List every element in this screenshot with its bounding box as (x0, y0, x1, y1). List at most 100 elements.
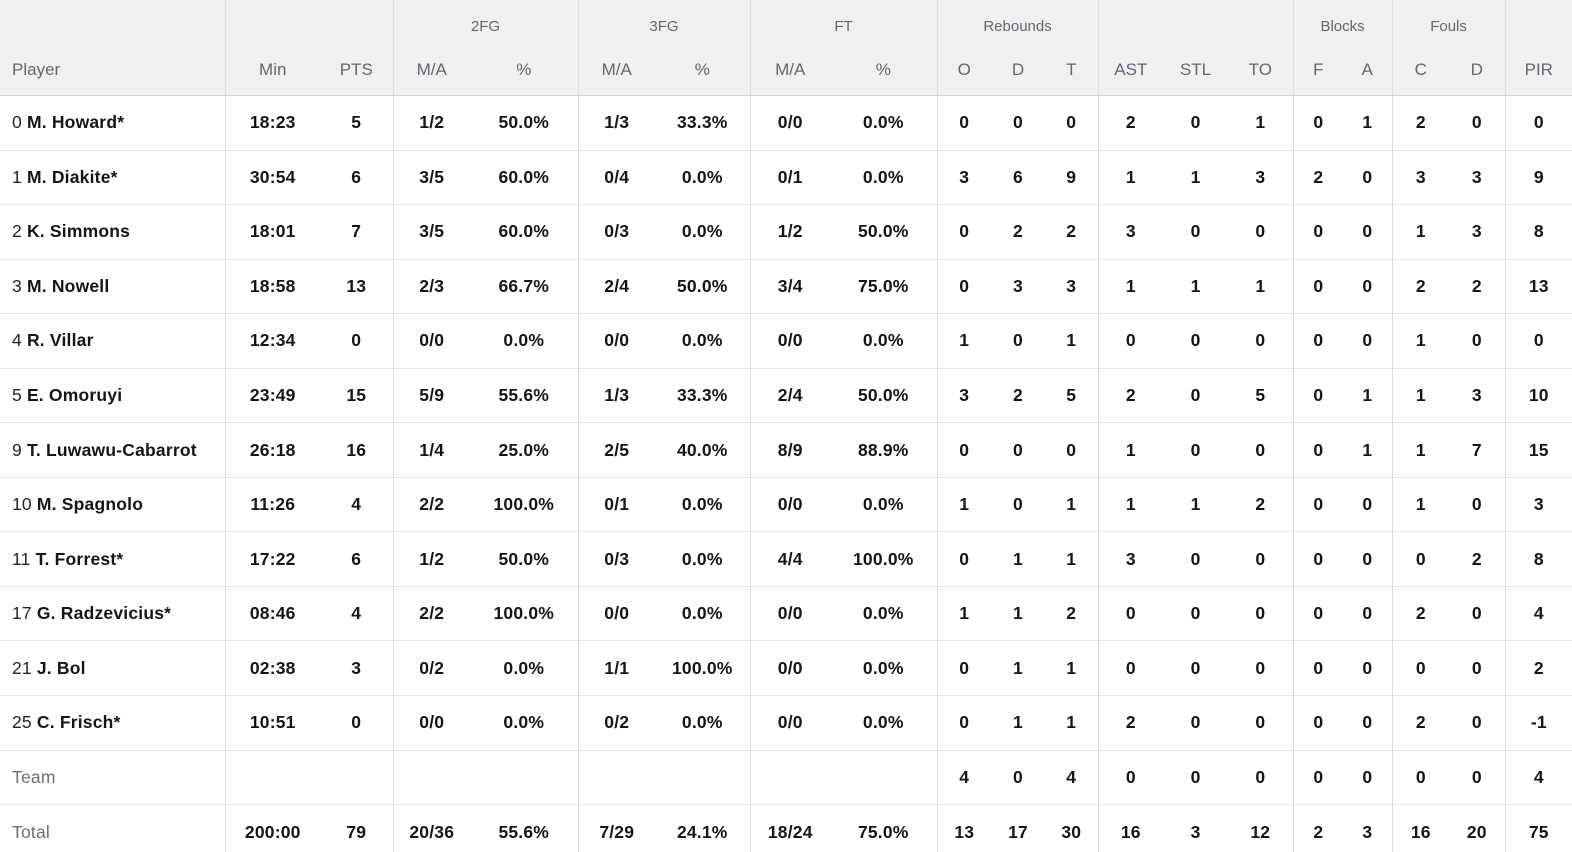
cell-blk-f: 0 (1292, 476, 1344, 532)
cell-foul-c: 2 (1391, 695, 1450, 751)
cell-2fg-pct: 60.0% (470, 149, 578, 205)
cell-foul-c: 3 (1391, 149, 1450, 205)
cell-blk-a: 0 (1343, 258, 1393, 314)
jersey-number: 0 (12, 112, 22, 133)
group-header-spacer (1097, 0, 1294, 44)
player-name: J. Bol (36, 657, 86, 678)
cell-reb-d: 0 (991, 422, 1046, 478)
cell-min: 18:23 (224, 95, 320, 151)
cell-blk-f: 0 (1292, 367, 1344, 423)
table-body: 0 M. Howard* 18:23 5 1/2 50.0% 1/3 33.3% 0/0 0.0%… (0, 95, 1572, 852)
cell-3fg-ma (577, 749, 655, 805)
cell-3fg-ma: 2/4 (577, 258, 655, 314)
cell-pts: 0 (320, 313, 393, 369)
cell-player: 25 C. Frisch* (0, 695, 225, 751)
summary-row-team: Team 4 0 4 0 0 0 0 0 0 0 4 (0, 749, 1572, 805)
col-header-reb-o: O (936, 44, 992, 96)
cell-reb-o: 1 (936, 585, 992, 641)
cell-pts: 13 (320, 258, 393, 314)
jersey-number: 4 (12, 330, 22, 351)
col-header-pir: PIR (1504, 44, 1572, 96)
cell-foul-d: 0 (1449, 476, 1506, 532)
cell-3fg-pct: 24.1% (655, 804, 750, 852)
cell-foul-d: 3 (1449, 149, 1506, 205)
cell-3fg-pct: 33.3% (655, 367, 750, 423)
summary-label: Team (12, 766, 56, 787)
cell-3fg-ma: 0/3 (577, 204, 655, 260)
cell-player: 2 K. Simmons (0, 204, 225, 260)
cell-min: 11:26 (224, 476, 320, 532)
group-header-blocks: Blocks (1292, 0, 1393, 44)
group-header-fouls: Fouls (1391, 0, 1506, 44)
cell-2fg-ma: 1/2 (392, 95, 470, 151)
cell-pts: 3 (320, 640, 393, 696)
cell-blk-a: 1 (1343, 95, 1393, 151)
table-row-player-2: 2 K. Simmons 18:01 7 3/5 60.0% 0/3 0.0% 1/2 50.0%… (0, 204, 1572, 260)
cell-reb-o: 0 (936, 640, 992, 696)
cell-reb-t: 1 (1045, 695, 1099, 751)
cell-stl: 0 (1163, 695, 1229, 751)
jersey-number: 21 (12, 657, 32, 678)
player-name: R. Villar (26, 330, 94, 351)
cell-blk-f: 0 (1292, 313, 1344, 369)
cell-blk-a: 0 (1343, 204, 1393, 260)
cell-pts: 79 (320, 804, 393, 852)
cell-reb-d: 0 (991, 95, 1046, 151)
cell-ft-pct: 0.0% (830, 95, 938, 151)
cell-ast: 1 (1097, 422, 1164, 478)
cell-foul-c: 0 (1391, 640, 1450, 696)
cell-to: 2 (1228, 476, 1294, 532)
cell-ft-pct (830, 749, 938, 805)
col-header-2fg-pct: % (470, 44, 578, 96)
cell-min: 26:18 (224, 422, 320, 478)
cell-min: 23:49 (224, 367, 320, 423)
cell-foul-c: 1 (1391, 422, 1450, 478)
cell-ft-ma (749, 749, 830, 805)
cell-ast: 1 (1097, 258, 1164, 314)
cell-ft-pct: 75.0% (830, 804, 938, 852)
cell-blk-a: 1 (1343, 422, 1393, 478)
cell-ft-pct: 75.0% (830, 258, 938, 314)
cell-2fg-pct: 0.0% (470, 313, 578, 369)
cell-reb-o: 4 (936, 749, 992, 805)
cell-foul-c: 2 (1391, 585, 1450, 641)
cell-to: 1 (1228, 258, 1294, 314)
cell-reb-t: 1 (1045, 531, 1099, 587)
cell-pir: 10 (1504, 367, 1572, 423)
cell-ast: 3 (1097, 204, 1164, 260)
cell-ft-ma: 0/0 (749, 640, 830, 696)
cell-foul-d: 0 (1449, 749, 1506, 805)
cell-2fg-pct: 66.7% (470, 258, 578, 314)
cell-foul-d: 0 (1449, 313, 1506, 369)
table-row-player-9: 9 T. Luwawu-Cabarrot 26:18 16 1/4 25.0% 2/5 40.… (0, 422, 1572, 478)
cell-3fg-pct: 0.0% (655, 204, 750, 260)
cell-foul-c: 1 (1391, 367, 1450, 423)
cell-ast: 0 (1097, 749, 1164, 805)
jersey-number: 3 (12, 275, 22, 296)
cell-min: 30:54 (224, 149, 320, 205)
cell-blk-a: 0 (1343, 531, 1393, 587)
cell-ft-ma: 8/9 (749, 422, 830, 478)
cell-player: 9 T. Luwawu-Cabarrot (0, 422, 225, 478)
cell-foul-c: 1 (1391, 204, 1450, 260)
cell-pir: -1 (1504, 695, 1572, 751)
cell-ft-pct: 0.0% (830, 313, 938, 369)
cell-reb-t: 5 (1045, 367, 1099, 423)
group-header-ft: FT (749, 0, 938, 44)
cell-foul-d: 2 (1449, 258, 1506, 314)
cell-2fg-ma: 2/3 (392, 258, 470, 314)
cell-reb-o: 3 (936, 149, 992, 205)
cell-blk-f: 0 (1292, 204, 1344, 260)
cell-foul-d: 3 (1449, 204, 1506, 260)
cell-pts: 4 (320, 476, 393, 532)
cell-3fg-pct: 100.0% (655, 640, 750, 696)
cell-ast: 0 (1097, 585, 1164, 641)
cell-foul-c: 2 (1391, 258, 1450, 314)
table-row-player-5: 5 E. Omoruyi 23:49 15 5/9 55.6% 1/3 33.3% 2/4 50.… (0, 367, 1572, 423)
cell-ft-pct: 0.0% (830, 149, 938, 205)
group-header-row: 2FG 3FG FT Rebounds Blocks Fouls (0, 0, 1572, 44)
cell-min: 18:58 (224, 258, 320, 314)
cell-reb-t: 1 (1045, 313, 1099, 369)
cell-reb-o: 0 (936, 204, 992, 260)
